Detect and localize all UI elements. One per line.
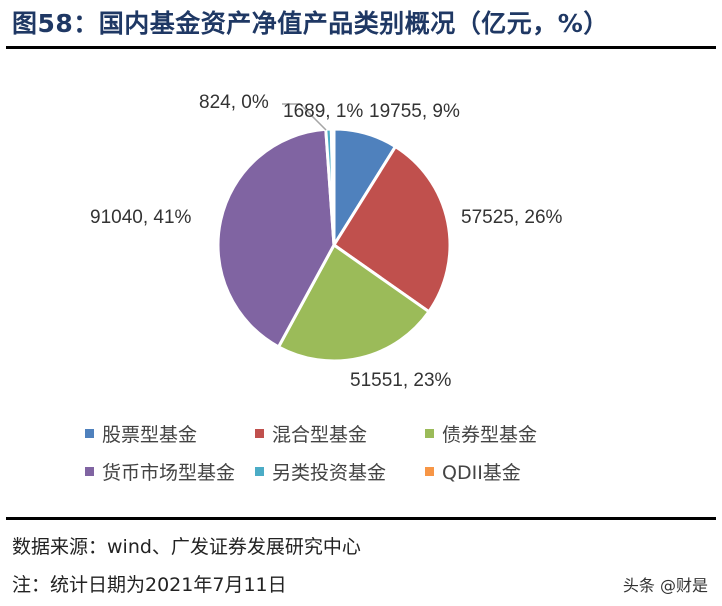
- pie-slices: [216, 127, 452, 363]
- pie-slice-money-market: [216, 127, 336, 349]
- legend-item-alternative: 另类投资基金: [255, 458, 386, 485]
- pie-slice-bond: [277, 243, 431, 363]
- legend-swatch: [255, 467, 264, 476]
- leader-line: [299, 103, 327, 131]
- data-label-alternative: 1689, 1%: [283, 101, 364, 122]
- pie-slice-qdii: [329, 127, 336, 247]
- legend-label: QDII基金: [442, 462, 521, 484]
- data-label-qdii: 824, 0%: [199, 92, 269, 113]
- data-label-bond: 51551, 23%: [350, 370, 452, 391]
- legend-item-stock: 股票型基金: [85, 420, 197, 447]
- data-label-money-market: 91040, 41%: [90, 207, 192, 228]
- data-label-stock: 19755, 9%: [369, 101, 460, 122]
- footnote: 注：统计日期为2021年7月11日: [12, 574, 287, 596]
- legend-item-mixed: 混合型基金: [255, 420, 367, 447]
- legend-swatch: [255, 429, 264, 438]
- top-divider: [6, 46, 716, 49]
- legend-label: 债券型基金: [442, 424, 538, 446]
- legend-swatch: [425, 429, 434, 438]
- legend-label: 混合型基金: [272, 424, 368, 446]
- legend-label: 股票型基金: [102, 424, 198, 446]
- bottom-divider: [6, 517, 716, 520]
- legend-swatch: [85, 429, 94, 438]
- pie-slice-mixed: [332, 145, 452, 314]
- legend-item-bond: 债券型基金: [425, 420, 537, 447]
- legend-label: 货币市场型基金: [102, 462, 236, 484]
- legend-label: 另类投资基金: [272, 462, 387, 484]
- watermark: 头条 @财是: [622, 576, 708, 595]
- legend-swatch: [425, 467, 434, 476]
- pie-chart: [216, 103, 452, 363]
- data-source: 数据来源：wind、广发证券发展研究中心: [12, 536, 361, 558]
- legend-item-qdii: QDII基金: [425, 458, 521, 485]
- legend-item-money-market: 货币市场型基金: [85, 458, 235, 485]
- legend-swatch: [85, 467, 94, 476]
- figure-title: 图58：国内基金资产净值产品类别概况（亿元，%）: [12, 9, 609, 38]
- data-label-mixed: 57525, 26%: [461, 207, 563, 228]
